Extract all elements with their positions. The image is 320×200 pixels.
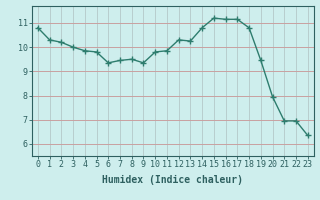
X-axis label: Humidex (Indice chaleur): Humidex (Indice chaleur) (102, 175, 243, 185)
